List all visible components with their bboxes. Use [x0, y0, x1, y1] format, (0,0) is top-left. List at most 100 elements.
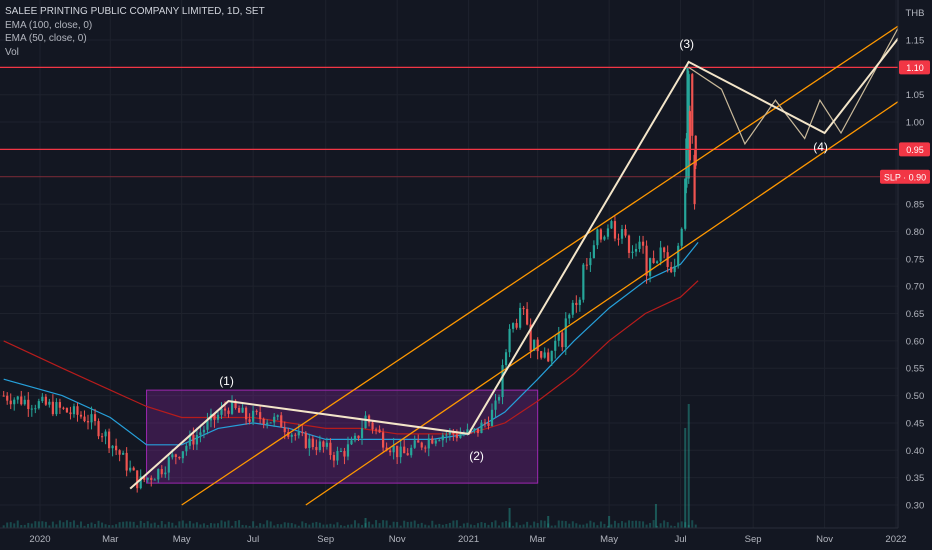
candle-body	[504, 352, 508, 366]
volume-bar	[445, 524, 448, 528]
candle-body	[9, 400, 12, 405]
candle-body	[350, 440, 353, 445]
volume-bar	[238, 520, 241, 528]
candle-body	[543, 352, 546, 358]
volume-bar	[434, 524, 437, 528]
volume-bar	[58, 520, 61, 528]
volume-bar	[37, 521, 40, 528]
indicator-volume[interactable]: Vol	[5, 46, 19, 58]
candle-body	[670, 266, 673, 273]
candle-body	[20, 396, 23, 405]
candle-body	[34, 408, 37, 410]
y-tick: 1.00	[906, 118, 925, 129]
candle-body	[385, 447, 388, 451]
candle-body	[129, 467, 132, 471]
candle-body	[413, 440, 416, 448]
candle-body	[455, 434, 458, 438]
indicator-ema100[interactable]: EMA (100, close, 0)	[5, 19, 93, 31]
volume-bar	[673, 525, 676, 528]
volume-bar	[185, 523, 188, 528]
x-tick: Nov	[389, 534, 406, 545]
volume-bar	[361, 524, 364, 528]
candle-body	[578, 299, 581, 306]
candle-body	[153, 479, 156, 481]
volume-bar	[195, 522, 198, 528]
candle-body	[86, 421, 90, 423]
volume-bar	[62, 522, 65, 528]
volume-bar	[519, 525, 522, 528]
volume-bar	[343, 525, 346, 528]
candle-body	[202, 429, 206, 433]
candle-body	[125, 452, 128, 471]
volume-bar	[431, 520, 434, 528]
volume-bar	[505, 521, 508, 528]
volume-bar	[213, 523, 216, 528]
volume-bar	[677, 522, 680, 528]
candle-body	[195, 434, 199, 445]
volume-bar	[276, 524, 279, 528]
volume-bar	[206, 524, 209, 528]
candle-body	[90, 414, 93, 423]
volume-bar	[353, 520, 356, 528]
volume-bar	[188, 521, 191, 528]
volume-bar	[325, 524, 328, 528]
candle-body	[585, 264, 588, 266]
candle-body	[638, 241, 641, 249]
candle-body	[27, 399, 30, 409]
volume-bar	[554, 525, 557, 528]
volume-bar	[94, 523, 97, 528]
candle-body	[568, 314, 571, 319]
y-tick: 0.70	[906, 282, 925, 293]
candle-body	[634, 248, 638, 252]
volume-bar	[378, 523, 381, 528]
volume-bar	[255, 525, 258, 528]
candle-body	[691, 74, 694, 136]
volume-bar	[691, 520, 694, 528]
y-tick: 0.55	[906, 364, 925, 375]
volume-bar	[48, 525, 51, 528]
consolidation-rect	[146, 389, 539, 484]
candle-body	[252, 410, 255, 422]
volume-bar	[589, 520, 592, 528]
time-axis[interactable]: 2020 Mar May Jul Sep Nov 2021 Mar May Jul Sep Nov 20…	[0, 527, 932, 550]
candle-body	[41, 396, 44, 402]
volume-bar	[694, 524, 697, 528]
volume-bar	[20, 524, 23, 528]
candle-body	[511, 323, 515, 329]
volume-bar	[680, 521, 683, 528]
candle-body	[304, 432, 307, 448]
candle-body	[48, 401, 51, 405]
volume-bar	[241, 524, 244, 528]
indicator-ema50[interactable]: EMA (50, close, 0)	[5, 33, 87, 44]
volume-bar	[420, 522, 423, 528]
candle-body	[445, 434, 448, 436]
candle-body	[65, 408, 69, 413]
volume-bar	[568, 523, 571, 528]
candle-body	[522, 307, 525, 310]
volume-bar	[30, 523, 33, 528]
volume-bar	[620, 521, 623, 528]
candle-body	[694, 135, 697, 166]
candle-body	[466, 429, 469, 434]
volume-bar	[216, 523, 219, 528]
volume-spike	[684, 428, 687, 528]
volume-bar	[315, 521, 318, 528]
volume-spike	[654, 504, 657, 528]
x-tick: Sep	[745, 534, 762, 545]
price-axis[interactable]: THB 0.30 0.35 0.40 0.45 0.50 0.55 0.60 0.65 0.70 0…	[880, 0, 932, 550]
volume-bar	[606, 525, 609, 528]
candle-body	[403, 446, 406, 454]
level-badge	[899, 60, 930, 75]
volume-bar	[543, 520, 546, 528]
wave-label-3: (3)	[679, 37, 694, 51]
candle-body	[371, 422, 374, 430]
volume-bar	[108, 525, 111, 528]
candle-body	[171, 454, 174, 458]
candle-body	[315, 447, 318, 451]
volume-bar	[631, 520, 634, 528]
volume-bar	[269, 521, 272, 528]
volume-bar	[304, 523, 307, 528]
candle-body	[473, 428, 476, 431]
volume-bar	[540, 520, 543, 528]
